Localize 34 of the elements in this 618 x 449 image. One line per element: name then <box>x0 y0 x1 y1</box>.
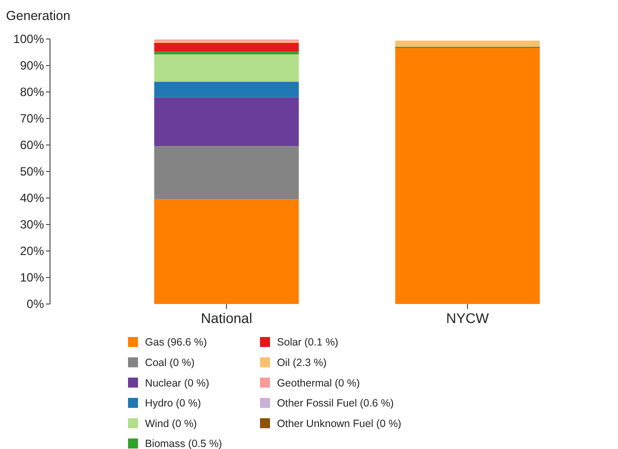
legend-label: Other Fossil Fuel (0.6 %) <box>277 398 394 410</box>
bar <box>395 48 540 304</box>
bar <box>154 52 299 54</box>
legend-label: Other Unknown Fuel (0 %) <box>277 418 402 430</box>
bar <box>154 199 299 304</box>
legend-label: Gas (96.6 %) <box>145 336 207 349</box>
y-tick-label: 80% <box>20 85 44 100</box>
y-tick-label: 90% <box>20 58 44 73</box>
legend-label: Biomass (0.5 %) <box>145 438 222 449</box>
y-tick-label: 70% <box>20 112 44 126</box>
x-tick-label: NYCW <box>446 310 490 326</box>
bar <box>154 54 299 82</box>
legend-label: Wind (0 %) <box>145 418 197 430</box>
legend-label: Hydro (0 %) <box>145 398 202 410</box>
y-tick-label: 10% <box>20 270 44 285</box>
bar <box>154 42 299 52</box>
legend-label: Geothermal (0 %) <box>277 377 360 390</box>
y-tick-label: 30% <box>20 218 44 232</box>
bar <box>154 82 299 98</box>
x-tick-label: National <box>200 310 252 326</box>
y-tick-label: 0% <box>26 297 44 312</box>
legend-label: Coal (0 %) <box>145 356 195 369</box>
bar <box>395 40 540 47</box>
y-tick-label: 100% <box>13 32 44 46</box>
y-axis-title: Generation <box>6 8 70 23</box>
y-tick-label: 60% <box>20 138 44 152</box>
bar <box>154 97 299 146</box>
legend-label: Solar (0.1 %) <box>277 336 338 349</box>
y-tick-label: 20% <box>20 244 44 258</box>
legend-label: Nuclear (0 %) <box>145 377 210 390</box>
y-tick-label: 40% <box>20 191 44 206</box>
bar <box>154 146 299 200</box>
y-tick-label: 50% <box>20 164 44 179</box>
legend-label: Oil (2.3 %) <box>277 356 327 369</box>
